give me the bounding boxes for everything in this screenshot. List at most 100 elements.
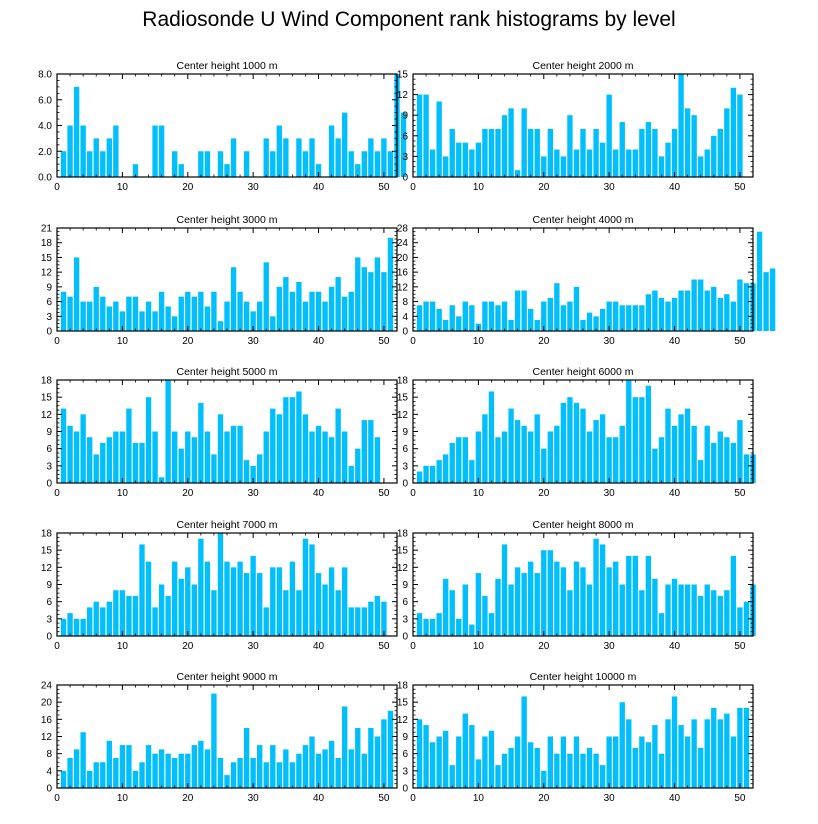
x-tick-label: 20 — [182, 182, 194, 193]
bar — [178, 753, 184, 788]
bar — [547, 297, 553, 331]
bar — [217, 757, 224, 788]
bar — [443, 454, 449, 483]
bar — [126, 408, 132, 483]
bar — [593, 316, 599, 331]
bar — [665, 142, 671, 177]
x-tick-label: 10 — [117, 793, 129, 804]
bar — [567, 397, 573, 483]
bar — [158, 749, 165, 789]
bar — [132, 296, 139, 331]
bar — [724, 108, 730, 177]
bar — [501, 301, 508, 331]
bar — [593, 128, 599, 177]
bar — [100, 296, 106, 331]
bar — [580, 319, 586, 331]
bar — [152, 431, 158, 483]
bar — [737, 707, 743, 788]
y-tick-label: 12 — [41, 563, 53, 574]
bar — [528, 128, 534, 177]
bar — [619, 305, 625, 331]
x-tick-label: 20 — [182, 793, 194, 804]
bar — [711, 135, 717, 177]
bar — [652, 128, 658, 177]
bar — [645, 122, 652, 177]
bar — [613, 437, 619, 483]
bar — [691, 584, 697, 636]
y-tick-label: 18 — [397, 529, 409, 540]
bar — [645, 294, 652, 331]
bar — [743, 601, 750, 636]
bar — [243, 151, 250, 177]
bar — [547, 550, 553, 636]
bar — [698, 460, 704, 483]
bar — [250, 757, 256, 788]
bar — [289, 762, 296, 788]
bar — [737, 420, 743, 483]
bar — [501, 431, 508, 483]
bar — [665, 408, 671, 483]
panel-5: Center height 5000 m 0 3 6 9 12 15 18 0 10 20 30 40 5… — [41, 366, 398, 499]
y-tick-label: 8 — [402, 297, 408, 308]
bar — [528, 561, 534, 636]
bar — [93, 454, 99, 483]
bar — [361, 420, 367, 483]
bar — [355, 448, 361, 483]
bar — [257, 573, 263, 636]
bar — [704, 719, 710, 788]
bar — [328, 740, 335, 788]
bar — [652, 725, 658, 788]
bar — [80, 125, 86, 177]
bar — [632, 747, 638, 788]
y-tick-label: 6.0 — [38, 95, 52, 106]
bar — [665, 584, 671, 636]
bar — [80, 301, 86, 331]
y-tick-label: 20 — [397, 253, 409, 264]
bar — [554, 283, 560, 331]
bar — [237, 561, 243, 636]
bar — [586, 747, 593, 788]
y-tick-label: 8.0 — [38, 70, 52, 81]
bar — [586, 431, 593, 483]
bar — [158, 125, 165, 177]
bar — [730, 87, 737, 177]
bar — [704, 584, 710, 636]
bar — [482, 301, 488, 331]
bar — [191, 437, 197, 483]
y-tick-label: 6 — [402, 597, 408, 608]
bar — [119, 431, 126, 483]
bar — [456, 316, 462, 331]
y-tick-label: 12 — [397, 282, 409, 293]
bar — [361, 753, 367, 788]
x-tick-label: 0 — [54, 488, 60, 499]
bar — [348, 151, 354, 177]
bar — [355, 607, 361, 636]
y-tick-label: 12 — [397, 90, 409, 101]
bar — [67, 425, 73, 483]
bar — [217, 151, 224, 177]
bar — [619, 584, 625, 636]
bar — [514, 420, 521, 483]
x-tick-label: 50 — [734, 641, 746, 652]
bar — [172, 151, 178, 177]
bar — [119, 590, 126, 636]
bar — [270, 745, 276, 788]
bar — [495, 578, 501, 636]
x-tick-label: 50 — [734, 336, 746, 347]
y-tick-label: 2.0 — [38, 147, 52, 158]
bar — [717, 719, 723, 788]
bar — [645, 385, 652, 483]
bar — [645, 742, 652, 788]
panel-title: Center height 3000 m — [177, 214, 278, 226]
x-tick-label: 10 — [473, 488, 485, 499]
panel-7: Center height 7000 m 0 3 6 9 12 15 18 0 10 20 30 40 5… — [41, 519, 398, 652]
bar — [416, 94, 423, 177]
x-tick-label: 40 — [313, 336, 325, 347]
bar — [270, 408, 276, 483]
y-tick-label: 0 — [402, 173, 408, 184]
x-tick-label: 0 — [54, 182, 60, 193]
y-tick-label: 18 — [397, 681, 409, 692]
bar — [204, 561, 211, 636]
x-tick-label: 50 — [734, 793, 746, 804]
bar — [217, 321, 224, 331]
